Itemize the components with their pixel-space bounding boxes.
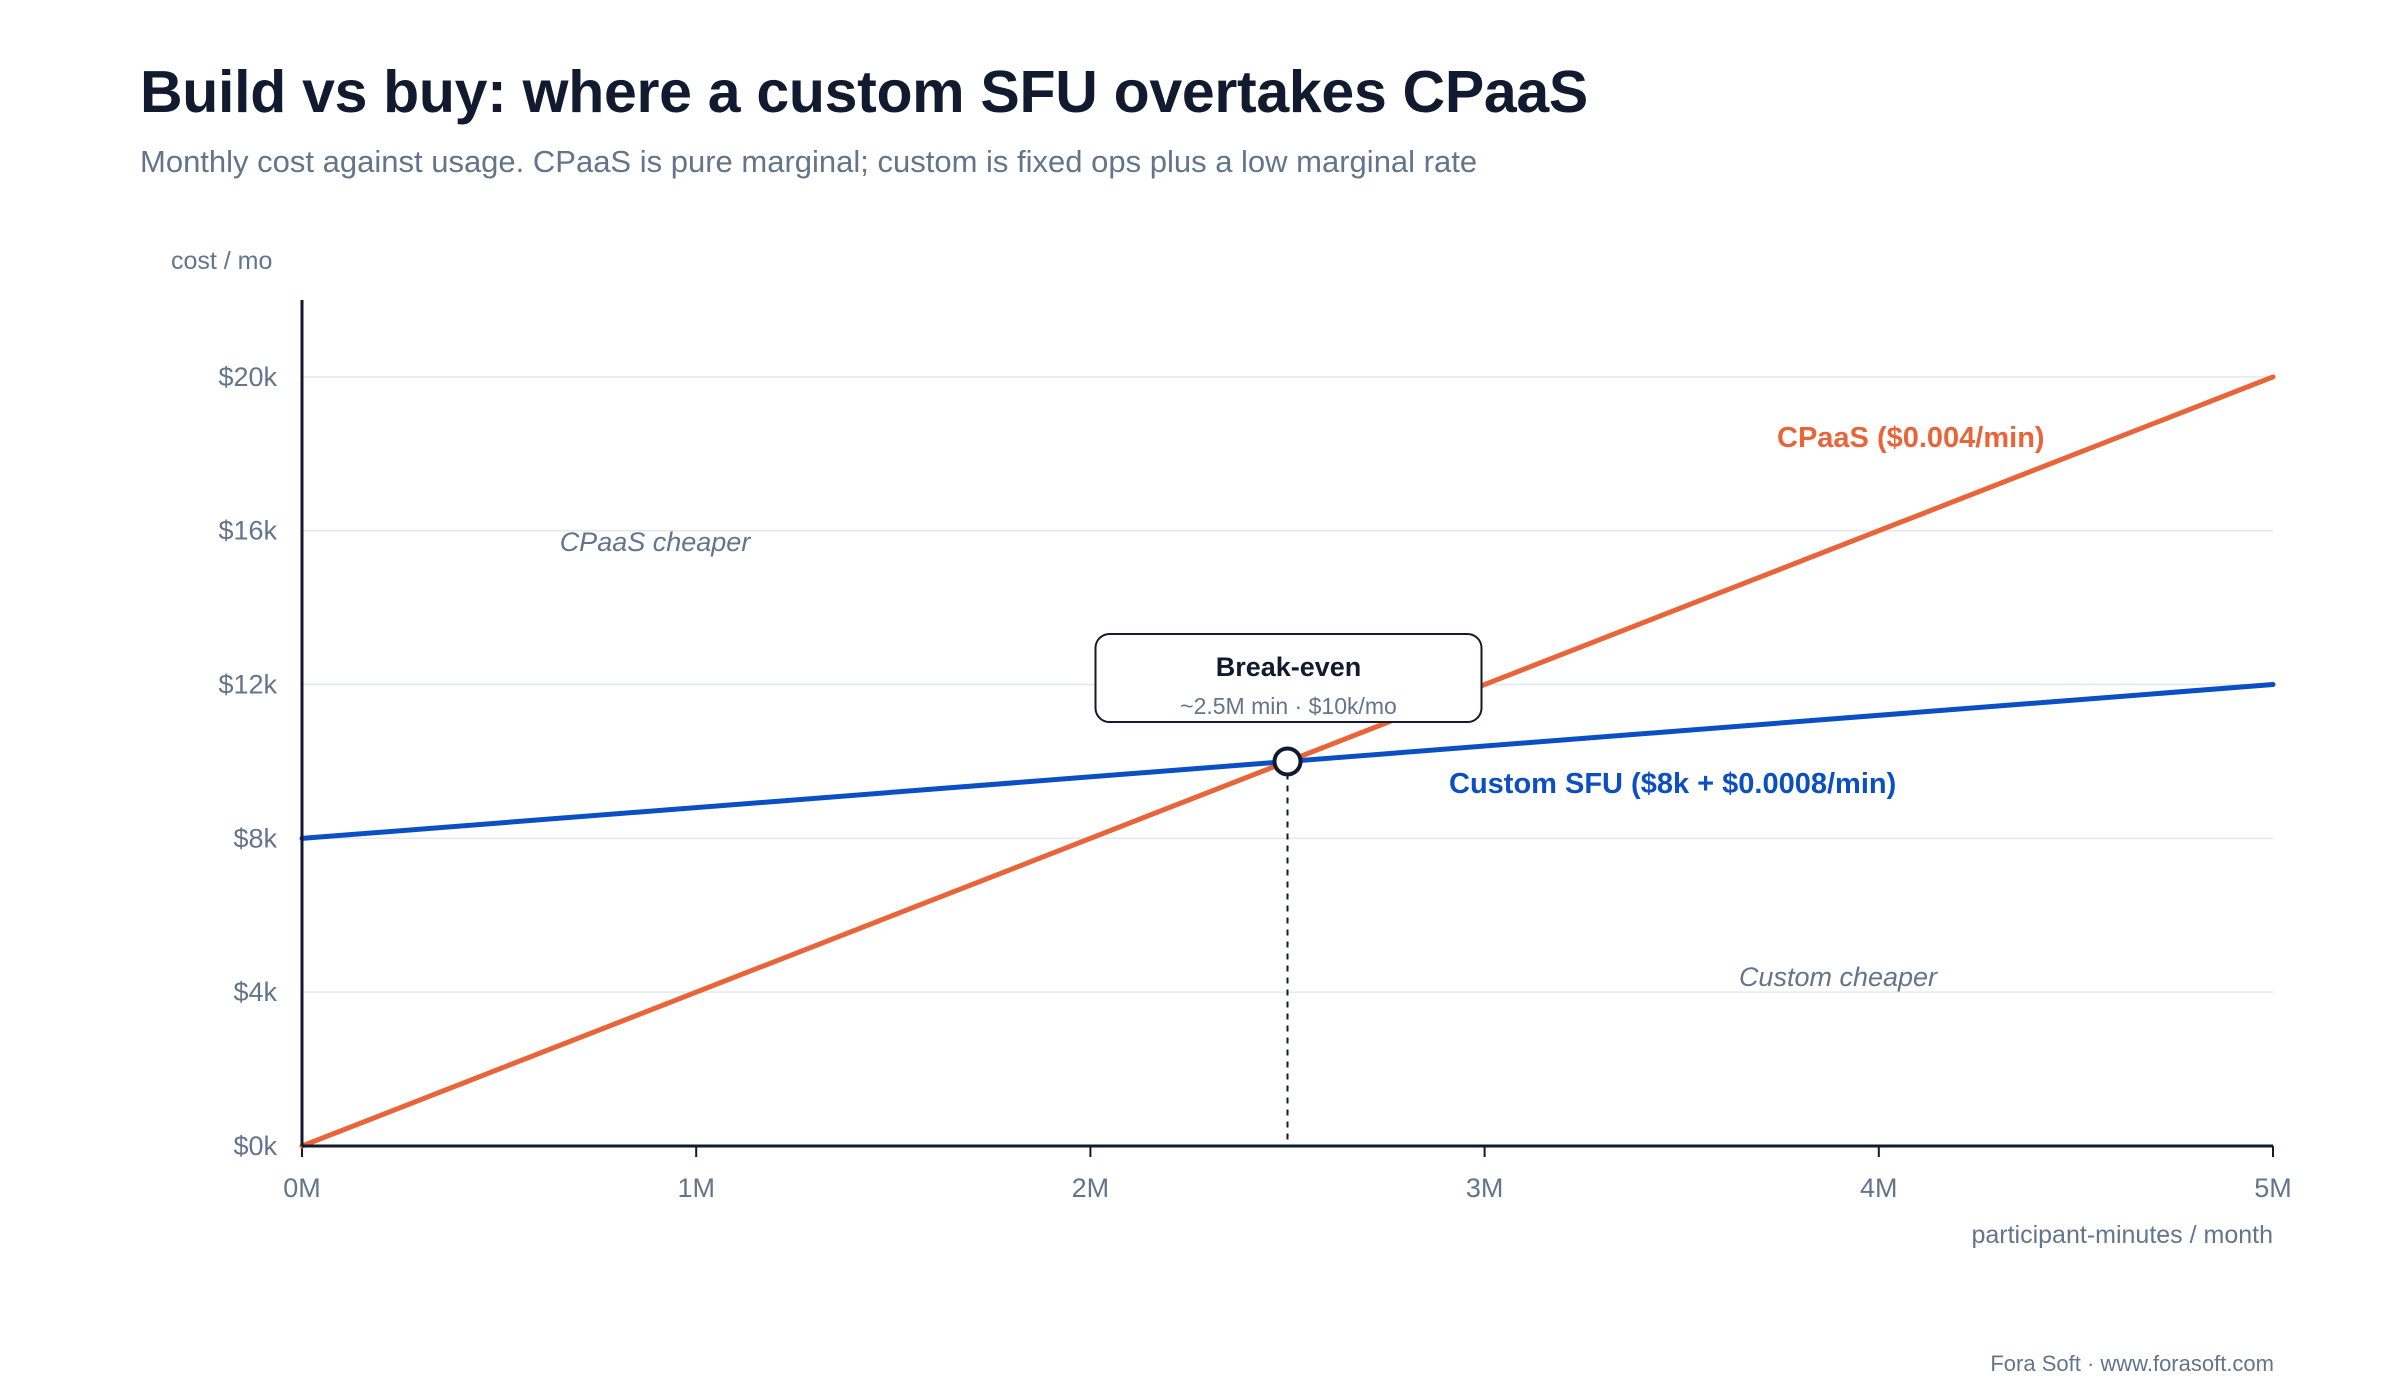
footer-credit: Fora Soft · www.forasoft.com [1990,1351,2274,1376]
break-even-callout-box [1094,633,1483,723]
x-tick-label: 2M [1072,1173,1110,1203]
region-label-custom-cheaper: Custom cheaper [1739,962,1938,992]
x-tick-label: 1M [677,1173,715,1203]
x-tick-label: 5M [2254,1173,2292,1203]
y-tick-label: $0k [233,1131,277,1161]
break-even-title: Break-even [1216,652,1362,682]
region-labels: CPaaS cheaper Custom cheaper [560,527,1938,992]
series-labels: CPaaS ($0.004/min) Custom SFU ($8k + $0.0… [1449,422,2045,800]
x-tick-label: 0M [283,1173,321,1203]
y-tick-label: $4k [233,977,277,1007]
series-label-custom-sfu: Custom SFU ($8k + $0.0008/min) [1449,768,1896,800]
chart-title: Build vs buy: where a custom SFU overtak… [140,59,1588,125]
break-even-detail: ~2.5M min · $10k/mo [1180,693,1397,719]
y-tick-label: $20k [218,362,277,392]
y-axis-ticks: $0k $4k $8k $12k $16k $20k [218,362,277,1161]
x-axis-label: participant-minutes / month [1971,1221,2273,1249]
series-label-cpaas: CPaaS ($0.004/min) [1777,422,2045,454]
y-tick-label: $12k [218,670,277,700]
x-axis-ticks: 0M 1M 2M 3M 4M 5M [283,1146,2292,1203]
x-tick-label: 4M [1860,1173,1898,1203]
y-tick-label: $8k [233,823,277,853]
y-axis-label: cost / mo [171,247,272,275]
chart-subtitle: Monthly cost against usage. CPaaS is pur… [140,144,1478,179]
region-label-cpaas-cheaper: CPaaS cheaper [560,527,752,557]
x-tick-label: 3M [1466,1173,1504,1203]
break-even-marker [1272,746,1303,777]
y-tick-label: $16k [218,516,277,546]
break-even-callout: Break-even ~2.5M min · $10k/mo [1094,633,1483,723]
